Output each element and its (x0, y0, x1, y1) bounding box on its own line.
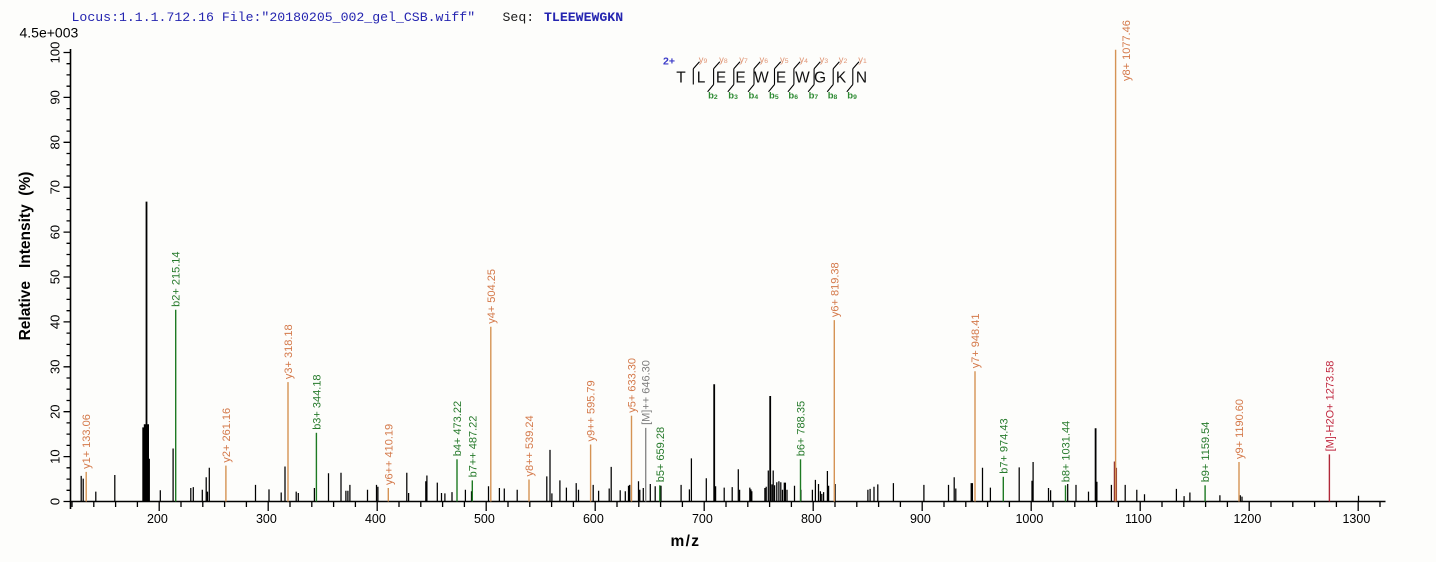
svg-text:y9++ 595.79: y9++ 595.79 (586, 380, 598, 441)
svg-text:b6: b6 (788, 91, 798, 102)
svg-text:W: W (754, 70, 769, 87)
svg-text:T: T (676, 70, 686, 87)
svg-text:y6+ 819.38: y6+ 819.38 (829, 262, 841, 317)
svg-text:200: 200 (147, 512, 168, 526)
svg-text:y6++ 410.19: y6++ 410.19 (383, 424, 395, 485)
svg-text:b4+ 473.22: b4+ 473.22 (452, 401, 464, 456)
svg-text:800: 800 (801, 512, 822, 526)
svg-text:b7+ 974.43: b7+ 974.43 (998, 418, 1010, 473)
svg-text:b5: b5 (769, 91, 779, 102)
svg-text:K: K (836, 70, 847, 87)
svg-text:b2: b2 (708, 91, 718, 102)
svg-text:0: 0 (48, 498, 63, 505)
svg-text:Locus:1.1.1.712.16 File:"20180: Locus:1.1.1.712.16 File:"20180205_002_ge… (72, 10, 476, 25)
svg-text:2+: 2+ (663, 56, 675, 68)
svg-text:y2+ 261.16: y2+ 261.16 (221, 408, 233, 463)
svg-text:b7++ 487.22: b7++ 487.22 (467, 416, 479, 478)
svg-text:b7: b7 (809, 91, 819, 102)
svg-text:60: 60 (48, 225, 63, 239)
svg-text:E: E (735, 70, 745, 87)
svg-text:30: 30 (48, 360, 63, 374)
svg-text:b8+ 1031.44: b8+ 1031.44 (1061, 421, 1073, 482)
svg-text:b4: b4 (749, 91, 759, 102)
svg-text:10: 10 (48, 449, 63, 463)
svg-text:4.5e+003: 4.5e+003 (20, 25, 79, 41)
svg-text:400: 400 (365, 512, 386, 526)
svg-text:900: 900 (910, 512, 931, 526)
svg-text:y7: y7 (739, 55, 748, 66)
svg-text:Relative Intensity (%): Relative Intensity (%) (17, 172, 34, 341)
svg-text:70: 70 (48, 180, 63, 194)
svg-text:[M]++ 646.30: [M]++ 646.30 (641, 360, 653, 425)
svg-text:E: E (716, 70, 726, 87)
svg-text:y1+ 133.06: y1+ 133.06 (81, 414, 93, 469)
svg-text:y4+ 504.25: y4+ 504.25 (486, 269, 498, 324)
svg-text:b3+ 344.18: b3+ 344.18 (311, 374, 323, 429)
svg-text:N: N (856, 70, 867, 87)
svg-text:b3: b3 (728, 91, 738, 102)
svg-text:y5+ 633.30: y5+ 633.30 (627, 358, 639, 413)
svg-text:40: 40 (48, 315, 63, 329)
svg-text:80: 80 (48, 135, 63, 149)
svg-text:G: G (814, 70, 826, 87)
svg-text:1100: 1100 (1125, 512, 1152, 526)
svg-text:50: 50 (48, 270, 63, 284)
svg-text:y8++ 539.24: y8++ 539.24 (524, 415, 536, 476)
svg-text:m/z: m/z (671, 533, 701, 550)
svg-text:y2: y2 (839, 55, 848, 66)
svg-text:b8: b8 (828, 91, 838, 102)
svg-text:b9: b9 (847, 91, 857, 102)
svg-text:y7+ 948.41: y7+ 948.41 (970, 314, 982, 369)
svg-text:y3: y3 (820, 55, 829, 66)
svg-text:b5+ 659.28: b5+ 659.28 (655, 427, 667, 482)
svg-text:b6+ 788.35: b6+ 788.35 (796, 401, 808, 456)
svg-text:90: 90 (48, 90, 63, 104)
svg-text:y3+ 318.18: y3+ 318.18 (283, 324, 295, 379)
svg-text:y4: y4 (799, 55, 808, 66)
svg-text:1300: 1300 (1342, 512, 1370, 526)
svg-text:Seq:: Seq: (503, 10, 535, 25)
svg-text:b2+ 215.14: b2+ 215.14 (171, 251, 183, 306)
svg-text:y9: y9 (699, 55, 708, 66)
svg-text:y8: y8 (719, 55, 728, 66)
svg-text:E: E (776, 70, 786, 87)
svg-text:[M]-H2O+ 1273.58: [M]-H2O+ 1273.58 (1324, 361, 1336, 452)
svg-text:20: 20 (48, 404, 63, 418)
svg-text:1200: 1200 (1233, 512, 1261, 526)
svg-text:y5: y5 (780, 55, 789, 66)
svg-text:b9+ 1159.54: b9+ 1159.54 (1200, 422, 1212, 483)
svg-text:500: 500 (474, 512, 495, 526)
svg-text:W: W (795, 70, 810, 87)
svg-text:y6: y6 (760, 55, 769, 66)
svg-text:700: 700 (692, 512, 713, 526)
svg-text:300: 300 (256, 512, 277, 526)
svg-text:600: 600 (583, 512, 604, 526)
svg-text:y8+ 1077.46: y8+ 1077.46 (1121, 20, 1133, 81)
svg-text:L: L (697, 70, 706, 87)
svg-text:100: 100 (48, 42, 63, 64)
svg-text:y1: y1 (858, 55, 867, 66)
svg-text:TLEEWEWGKN: TLEEWEWGKN (544, 10, 623, 25)
svg-text:y9+ 1190.60: y9+ 1190.60 (1234, 399, 1246, 459)
svg-text:1000: 1000 (1015, 512, 1043, 526)
